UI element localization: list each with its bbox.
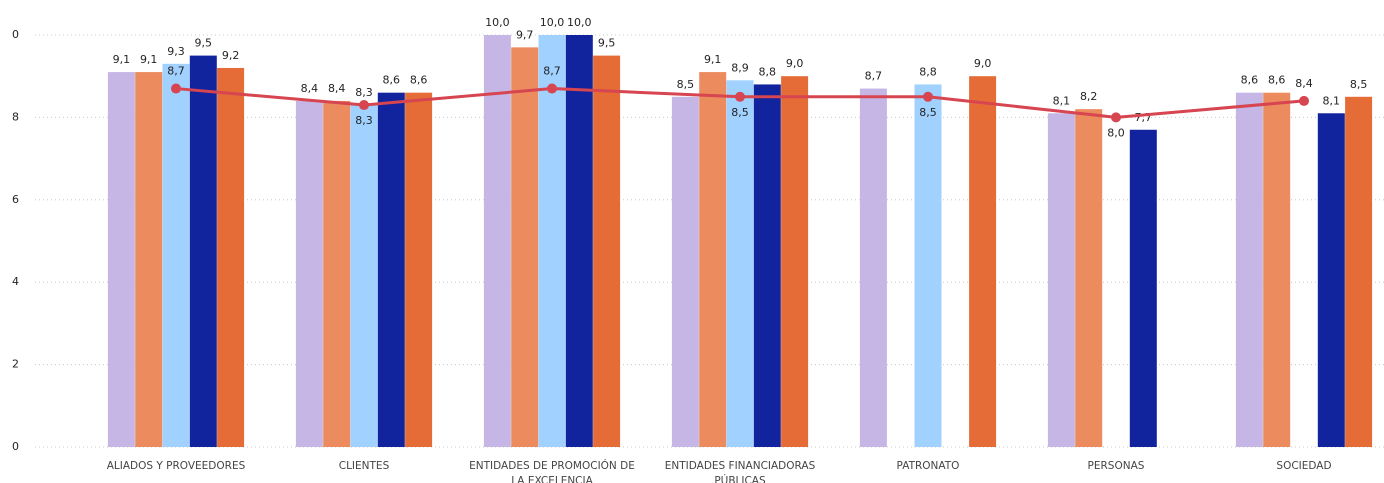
bar: [1129, 129, 1157, 447]
bar: [217, 67, 245, 448]
data-label: 9,2: [222, 49, 240, 62]
data-label: 8,6: [383, 74, 401, 87]
bar: [295, 100, 323, 448]
bar: [1047, 113, 1075, 447]
x-tick-label: ENTIDADES DE PROMOCIÓN DE LA EXCELENCIA: [469, 460, 635, 483]
data-label: 10,0: [485, 16, 510, 29]
data-label: 8,1: [1053, 94, 1071, 107]
data-label: 8,5: [919, 106, 937, 119]
data-label: 10,0: [540, 16, 565, 29]
bar: [914, 84, 942, 447]
data-label: 8,7: [865, 70, 883, 83]
data-label: 8,3: [355, 86, 373, 99]
x-tick-label: PATRONATO: [896, 460, 960, 472]
data-label: 8,4: [1295, 77, 1313, 90]
bar: [1317, 113, 1345, 447]
bar: [593, 55, 621, 447]
line-point: [1111, 112, 1121, 123]
data-label: 8,7: [167, 65, 185, 78]
bar: [1235, 92, 1263, 448]
data-label: 9,5: [195, 37, 213, 50]
bar: [565, 35, 593, 447]
data-label: 8,4: [328, 82, 346, 95]
data-label: 7,7: [1135, 111, 1153, 124]
data-label: 8,6: [1268, 74, 1286, 87]
data-label: 8,7: [543, 65, 561, 78]
x-tick-label: ENTIDADES FINANCIADORAS PÚBLICAS: [664, 460, 816, 483]
bar: [671, 96, 699, 448]
x-tick-label: CLIENTES: [338, 460, 390, 472]
data-label: 8,2: [1080, 90, 1098, 103]
data-label: 8,4: [301, 82, 319, 95]
data-label: 8,9: [731, 61, 749, 74]
bar: [969, 76, 997, 447]
bar: [511, 47, 539, 448]
y-tick-label: 2: [12, 358, 19, 371]
bar: [538, 35, 566, 447]
data-label: 8,8: [759, 65, 777, 78]
bar: [107, 72, 135, 447]
bar: [405, 92, 433, 448]
bar: [753, 84, 781, 447]
data-label: 9,7: [516, 28, 534, 41]
data-label: 9,1: [113, 53, 131, 66]
bar: [781, 76, 809, 447]
bar: [189, 55, 217, 447]
bar: [135, 72, 163, 447]
line-point: [547, 83, 557, 94]
y-tick-label: 0: [12, 28, 19, 41]
line-point: [359, 100, 369, 111]
data-label: 8,6: [410, 74, 428, 87]
bar: [699, 72, 727, 447]
data-label: 8,5: [731, 106, 749, 119]
x-tick-label: SOCIEDAD: [1276, 460, 1332, 472]
bar: [1345, 96, 1373, 448]
line-point: [1299, 95, 1309, 106]
line-point: [735, 91, 745, 102]
line-point: [923, 91, 933, 102]
data-label: 9,1: [140, 53, 158, 66]
bar: [162, 63, 190, 448]
data-label: 8,8: [919, 65, 937, 78]
bar: [1075, 109, 1103, 447]
data-label: 8,0: [1107, 126, 1125, 139]
data-label: 9,0: [786, 57, 804, 70]
y-tick-label: 8: [12, 110, 19, 123]
data-label: 9,3: [167, 45, 185, 58]
bar: [1263, 92, 1291, 448]
data-label: 10,0: [567, 16, 592, 29]
bar: [350, 105, 378, 447]
x-tick-label: ALIADOS Y PROVEEDORES: [106, 460, 246, 472]
bar: [859, 88, 887, 447]
y-tick-label: 4: [12, 275, 19, 288]
data-label: 8,5: [677, 78, 695, 91]
y-tick-label: 6: [12, 193, 19, 206]
data-label: 8,3: [355, 114, 373, 127]
bar: [323, 100, 351, 448]
data-label: 8,1: [1323, 94, 1341, 107]
bar: [377, 92, 405, 448]
data-label: 8,5: [1350, 78, 1368, 91]
y-tick-label: 0: [12, 440, 19, 453]
bar: [483, 35, 511, 447]
bar: [726, 80, 754, 447]
data-label: 9,1: [704, 53, 722, 66]
data-label: 9,5: [598, 37, 616, 50]
data-label: 9,0: [974, 57, 992, 70]
x-tick-label: PERSONAS: [1087, 460, 1145, 472]
line-point: [171, 83, 181, 94]
data-label: 8,6: [1241, 74, 1259, 87]
